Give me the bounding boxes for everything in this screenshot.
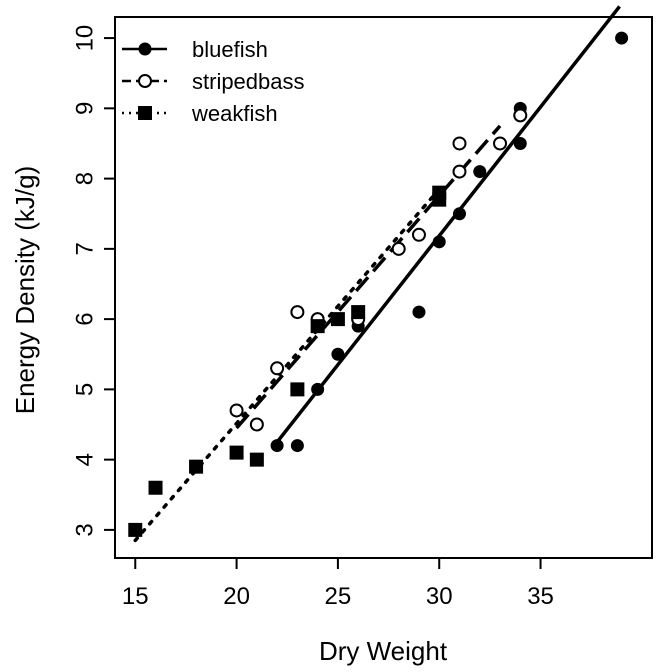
bluefish-point bbox=[311, 382, 325, 396]
y-axis: 3 4 5 6 7 8 9 10 bbox=[72, 25, 116, 537]
weakfish-point bbox=[330, 312, 345, 327]
y-tick-label: 5 bbox=[72, 383, 99, 396]
bluefish-point bbox=[290, 439, 304, 453]
x-tick-label: 35 bbox=[527, 583, 554, 610]
weakfish-point bbox=[229, 445, 244, 460]
stripedbass-point bbox=[411, 227, 426, 242]
bluefish-legend-marker bbox=[138, 42, 152, 56]
weakfish-legend-marker bbox=[138, 106, 152, 120]
legend: bluefish stripedbass weakfish bbox=[122, 37, 305, 126]
y-tick-label: 8 bbox=[72, 172, 99, 185]
bluefish-point bbox=[473, 165, 487, 179]
y-tick-label: 10 bbox=[72, 25, 99, 52]
stripedbass-point bbox=[452, 164, 467, 179]
y-axis-title: Energy Density (kJ/g) bbox=[10, 166, 40, 415]
y-tick-label: 6 bbox=[72, 312, 99, 325]
y-tick-label: 4 bbox=[72, 453, 99, 466]
legend-label-stripedbass: stripedbass bbox=[192, 69, 305, 94]
bluefish-point bbox=[412, 305, 426, 319]
x-tick-label: 30 bbox=[426, 583, 453, 610]
weakfish-point bbox=[148, 480, 163, 495]
x-tick-label: 25 bbox=[325, 583, 352, 610]
stripedbass-point bbox=[513, 108, 528, 123]
x-tick-label: 15 bbox=[122, 583, 149, 610]
legend-label-weakfish: weakfish bbox=[191, 101, 278, 126]
bluefish-point bbox=[615, 31, 629, 45]
stripedbass-point bbox=[493, 136, 508, 151]
data-points bbox=[128, 31, 629, 537]
stripedbass-point bbox=[249, 417, 264, 432]
x-tick-label: 20 bbox=[223, 583, 250, 610]
weakfish-point bbox=[310, 319, 325, 334]
stripedbass-point bbox=[229, 403, 244, 418]
bluefish-point bbox=[270, 439, 284, 453]
weakfish-fit-line bbox=[133, 187, 441, 543]
stripedbass-point bbox=[391, 241, 406, 256]
weakfish-point bbox=[432, 185, 447, 200]
stripedbass-point bbox=[270, 361, 285, 376]
stripedbass-legend-marker bbox=[138, 74, 152, 88]
y-tick-label: 7 bbox=[72, 242, 99, 255]
x-axis: 15 20 25 30 35 bbox=[122, 557, 554, 610]
bluefish-point bbox=[513, 136, 527, 150]
legend-label-bluefish: bluefish bbox=[192, 37, 268, 62]
bluefish-fit-line bbox=[275, 5, 621, 444]
bluefish-point bbox=[331, 347, 345, 361]
stripedbass-point bbox=[452, 136, 467, 151]
weakfish-point bbox=[351, 305, 366, 320]
plot-frame bbox=[114, 16, 653, 559]
fit-lines bbox=[133, 5, 621, 543]
y-tick-label: 9 bbox=[72, 102, 99, 115]
weakfish-point bbox=[128, 522, 143, 537]
bluefish-point bbox=[432, 235, 446, 249]
weakfish-point bbox=[290, 382, 305, 397]
x-axis-title: Dry Weight bbox=[319, 636, 448, 666]
y-tick-label: 3 bbox=[72, 523, 99, 536]
stripedbass-fit-line bbox=[235, 124, 502, 430]
stripedbass-point bbox=[290, 305, 305, 320]
weakfish-point bbox=[189, 459, 204, 474]
bluefish-point bbox=[452, 207, 466, 221]
weakfish-point bbox=[249, 452, 264, 467]
